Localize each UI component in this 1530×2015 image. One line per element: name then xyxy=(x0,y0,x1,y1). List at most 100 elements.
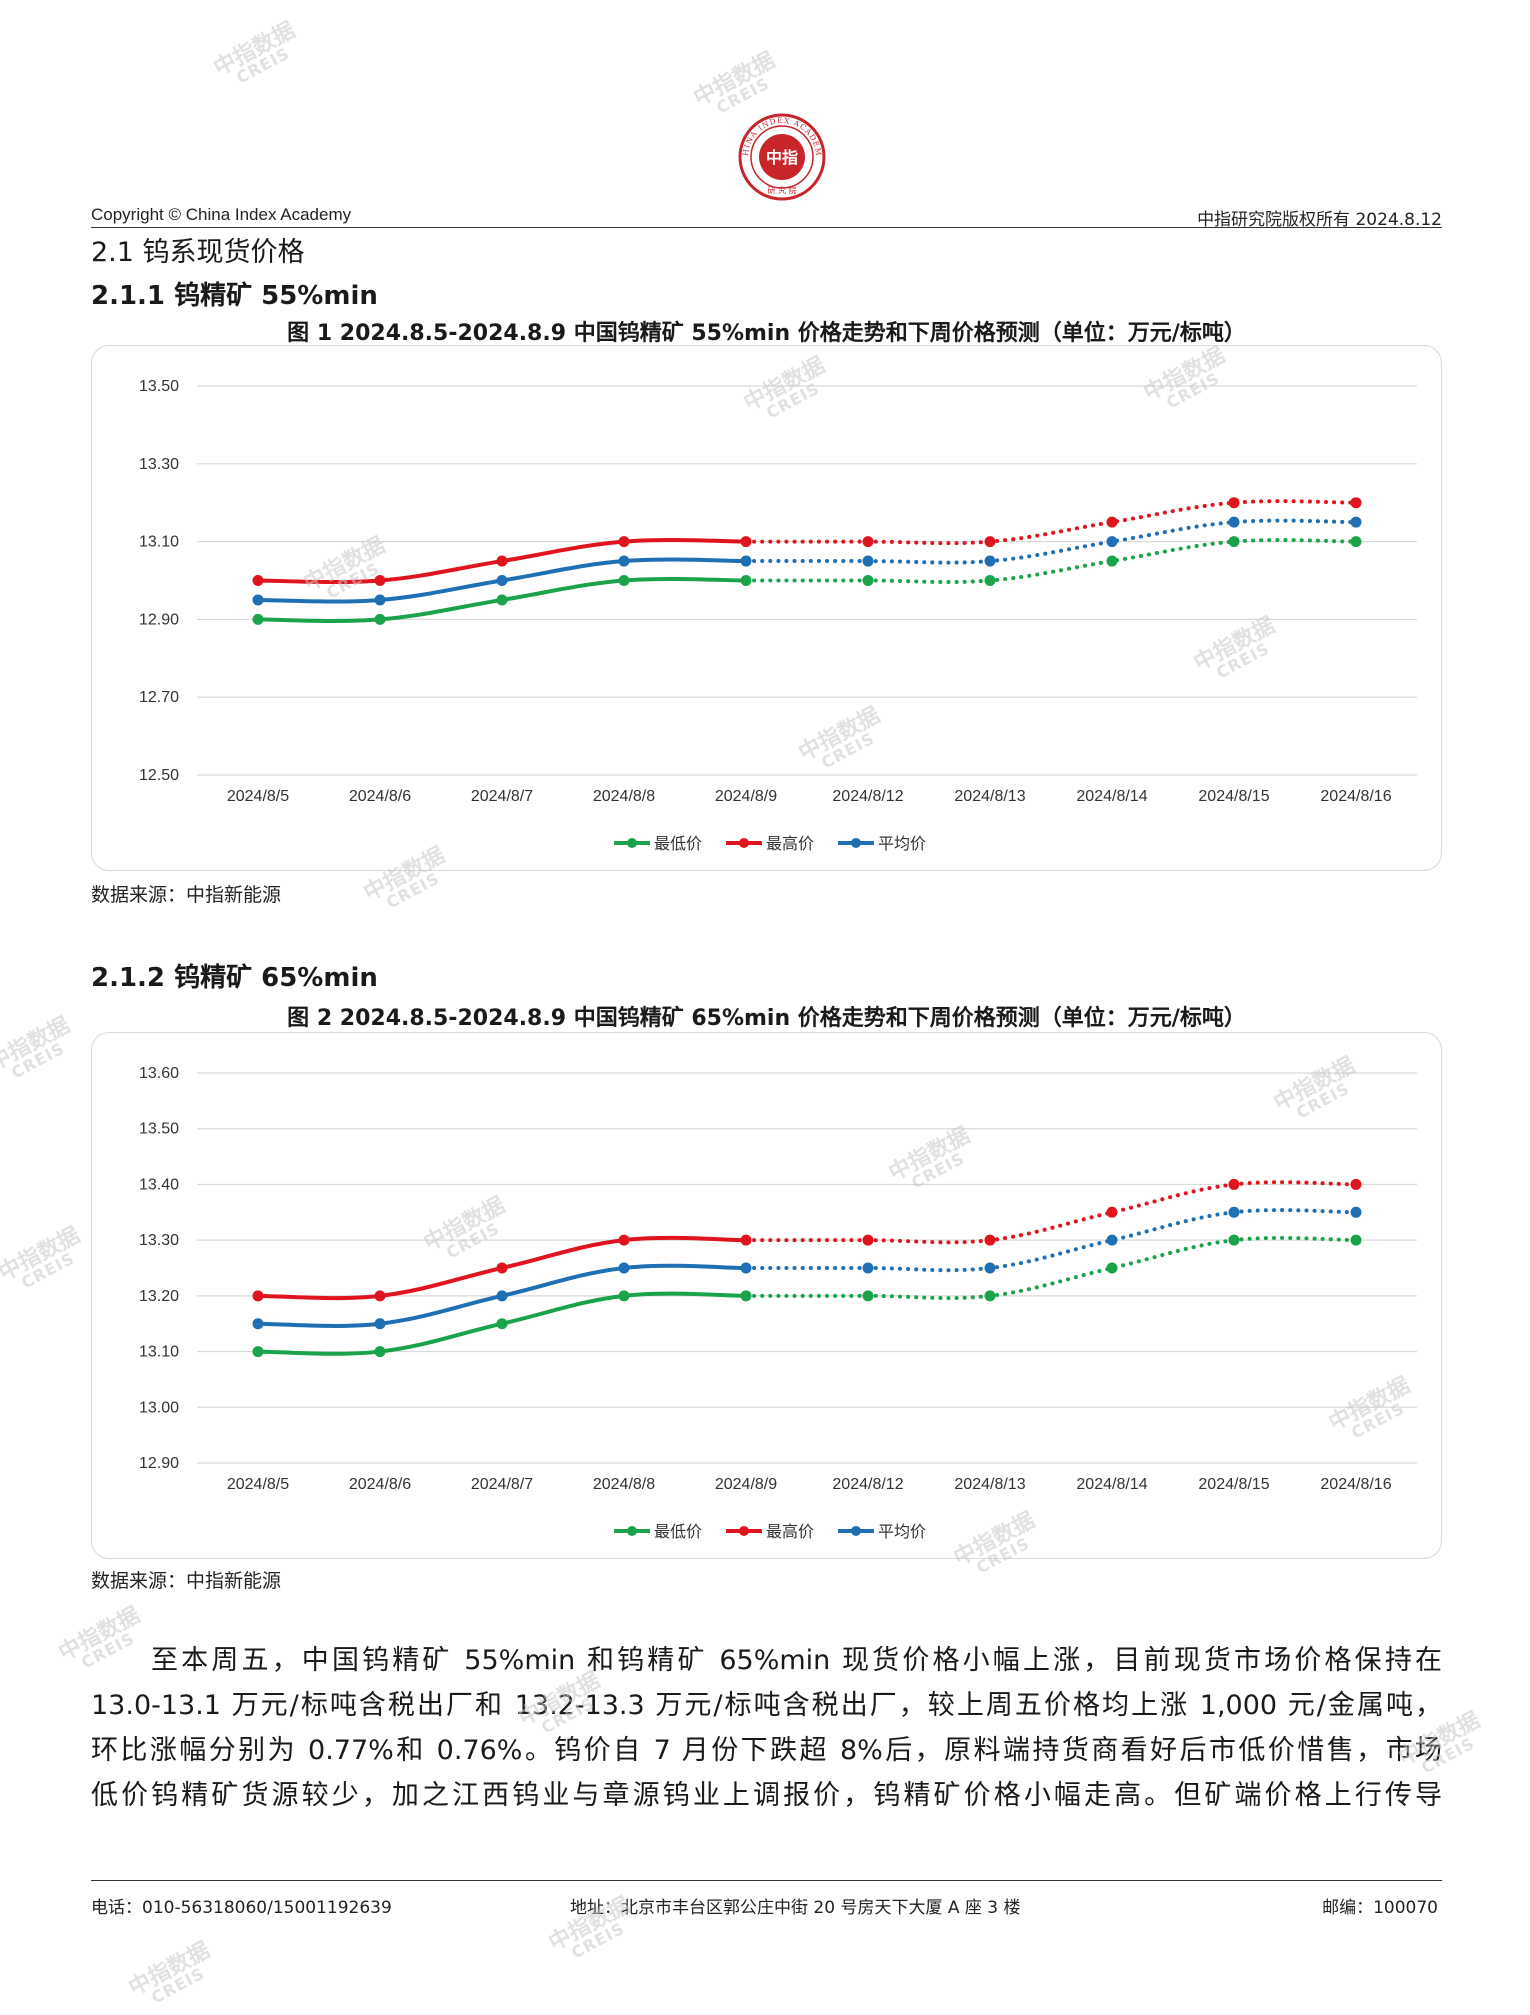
data-point xyxy=(618,536,630,548)
data-point xyxy=(1228,1178,1240,1190)
data-point xyxy=(984,1262,996,1274)
x-tick-label: 2024/8/15 xyxy=(1198,1476,1269,1493)
x-tick-label: 2024/8/8 xyxy=(593,788,655,805)
paragraph-line: 环比涨幅分别为 0.77%和 0.76%。钨价自 7 月份下跌超 8%后，原料端… xyxy=(91,1735,1442,1766)
chart-svg: 12.90 13.00 13.10 13.20 13.30 13.40 13.50 13.60… xyxy=(139,1065,1417,1541)
data-point xyxy=(496,594,508,606)
data-point xyxy=(984,1290,996,1302)
chart-65min: 12.90 13.00 13.10 13.20 13.30 13.40 13.50 13.60… xyxy=(91,1032,1442,1559)
data-point xyxy=(740,1234,752,1246)
data-point xyxy=(740,555,752,567)
data-point xyxy=(496,555,508,567)
data-point xyxy=(496,1290,508,1302)
data-point xyxy=(1228,516,1240,528)
data-point xyxy=(496,1262,508,1274)
paragraph-line: 13.0-13.1 万元/标吨含税出厂和 13.2-13.3 万元/标吨含税出厂… xyxy=(91,1690,1442,1721)
data-point xyxy=(496,575,508,586)
data-point xyxy=(252,1318,264,1330)
y-tick-label: 13.60 xyxy=(139,1065,179,1082)
subsection-heading-65: 2.1.2 钨精矿 65%min xyxy=(91,963,378,993)
y-tick-label: 12.90 xyxy=(139,1455,179,1472)
legend-marker xyxy=(851,1526,861,1536)
x-tick-label: 2024/8/7 xyxy=(471,1476,533,1493)
data-point xyxy=(252,1346,264,1358)
data-point xyxy=(862,1234,874,1246)
header-divider xyxy=(91,227,1442,228)
x-tick-label: 2024/8/15 xyxy=(1198,788,1269,805)
figure-1-source: 数据来源：中指新能源 xyxy=(91,884,282,906)
data-point xyxy=(1106,1206,1118,1218)
series-line-forecast xyxy=(744,1208,1358,1273)
x-tick-label: 2024/8/6 xyxy=(349,1476,411,1493)
data-point xyxy=(984,1234,996,1246)
legend-marker xyxy=(627,1526,637,1536)
y-tick-label: 13.30 xyxy=(139,1232,179,1249)
chart-55min: 12.50 12.70 12.90 13.10 13.30 13.50 2024/8/5 20… xyxy=(91,345,1442,871)
data-point xyxy=(252,575,264,586)
figure-2-source: 数据来源：中指新能源 xyxy=(91,1570,282,1592)
svg-text:研 究 院: 研 究 院 xyxy=(767,185,796,195)
x-tick-label: 2024/8/5 xyxy=(227,788,289,805)
subsection-heading-55: 2.1.1 钨精矿 55%min xyxy=(91,281,378,311)
watermark-cn: 中指数据 xyxy=(209,17,300,82)
data-point xyxy=(740,1290,752,1302)
data-point xyxy=(862,536,874,548)
legend-label: 最低价 xyxy=(654,834,702,853)
data-point xyxy=(1228,1234,1240,1246)
figure-1-title: 图 1 2024.8.5-2024.8.9 中国钨精矿 55%min 价格走势和… xyxy=(287,321,1246,346)
x-tick-label: 2024/8/8 xyxy=(593,1476,655,1493)
x-tick-label: 2024/8/16 xyxy=(1320,788,1391,805)
data-point xyxy=(1228,497,1240,509)
data-point xyxy=(862,555,874,567)
x-tick-label: 2024/8/13 xyxy=(954,788,1025,805)
data-point xyxy=(496,1318,508,1330)
chart-svg: 12.50 12.70 12.90 13.10 13.30 13.50 2024/8/5 20… xyxy=(139,378,1417,853)
legend-label: 最低价 xyxy=(654,1522,702,1541)
data-point xyxy=(618,1234,630,1246)
data-point xyxy=(252,1290,264,1302)
data-point xyxy=(252,613,264,625)
x-tick-label: 2024/8/14 xyxy=(1076,788,1147,805)
data-point xyxy=(374,1318,386,1330)
watermark: 中指数据 CREIS xyxy=(0,1013,81,1089)
data-point xyxy=(740,1262,752,1274)
data-point xyxy=(1350,1234,1362,1246)
data-point xyxy=(374,613,386,625)
legend-label: 最高价 xyxy=(766,1522,814,1541)
data-point xyxy=(374,575,386,586)
y-tick-label: 13.10 xyxy=(139,1344,179,1361)
legend-marker xyxy=(739,1526,749,1536)
series-line-forecast xyxy=(744,499,1358,546)
watermark: 中指数据 CREIS xyxy=(0,1223,91,1299)
paragraph-line: 至本周五，中国钨精矿 55%min 和钨精矿 65%min 现货价格小幅上涨，目… xyxy=(151,1645,1442,1676)
watermark: 中指数据 CREIS xyxy=(209,17,307,94)
data-point xyxy=(862,1290,874,1302)
watermark-en: CREIS xyxy=(148,1963,208,2008)
data-point xyxy=(1350,1178,1362,1190)
series-line-forecast xyxy=(744,538,1358,585)
data-point xyxy=(740,536,752,548)
data-point xyxy=(1350,536,1362,548)
series-line-forecast xyxy=(744,518,1358,565)
data-point xyxy=(618,1290,630,1302)
legend-label: 平均价 xyxy=(878,834,926,853)
x-tick-label: 2024/8/9 xyxy=(715,788,777,805)
x-tick-label: 2024/8/12 xyxy=(832,1476,903,1493)
watermark-en: CREIS xyxy=(568,1918,628,1963)
y-tick-label: 12.70 xyxy=(139,689,179,706)
data-point xyxy=(618,1262,630,1274)
series-line-forecast xyxy=(744,1180,1358,1245)
data-point xyxy=(984,555,996,567)
data-point xyxy=(252,594,264,606)
watermark-cn: 中指数据 xyxy=(689,47,780,112)
watermark-en: CREIS xyxy=(233,43,293,88)
rights-date-text: 中指研究院版权所有 2024.8.12 xyxy=(1197,210,1442,230)
footer-postcode: 邮编：100070 xyxy=(1322,1898,1438,1918)
y-tick-label: 13.50 xyxy=(139,378,179,395)
data-point xyxy=(1106,1262,1118,1274)
y-tick-label: 13.10 xyxy=(139,534,179,551)
legend-label: 平均价 xyxy=(878,1522,926,1541)
x-tick-label: 2024/8/9 xyxy=(715,1476,777,1493)
y-tick-label: 13.20 xyxy=(139,1288,179,1305)
footer-address: 地址：北京市丰台区郭公庄中街 20 号房天下大厦 A 座 3 楼 xyxy=(570,1898,1021,1918)
